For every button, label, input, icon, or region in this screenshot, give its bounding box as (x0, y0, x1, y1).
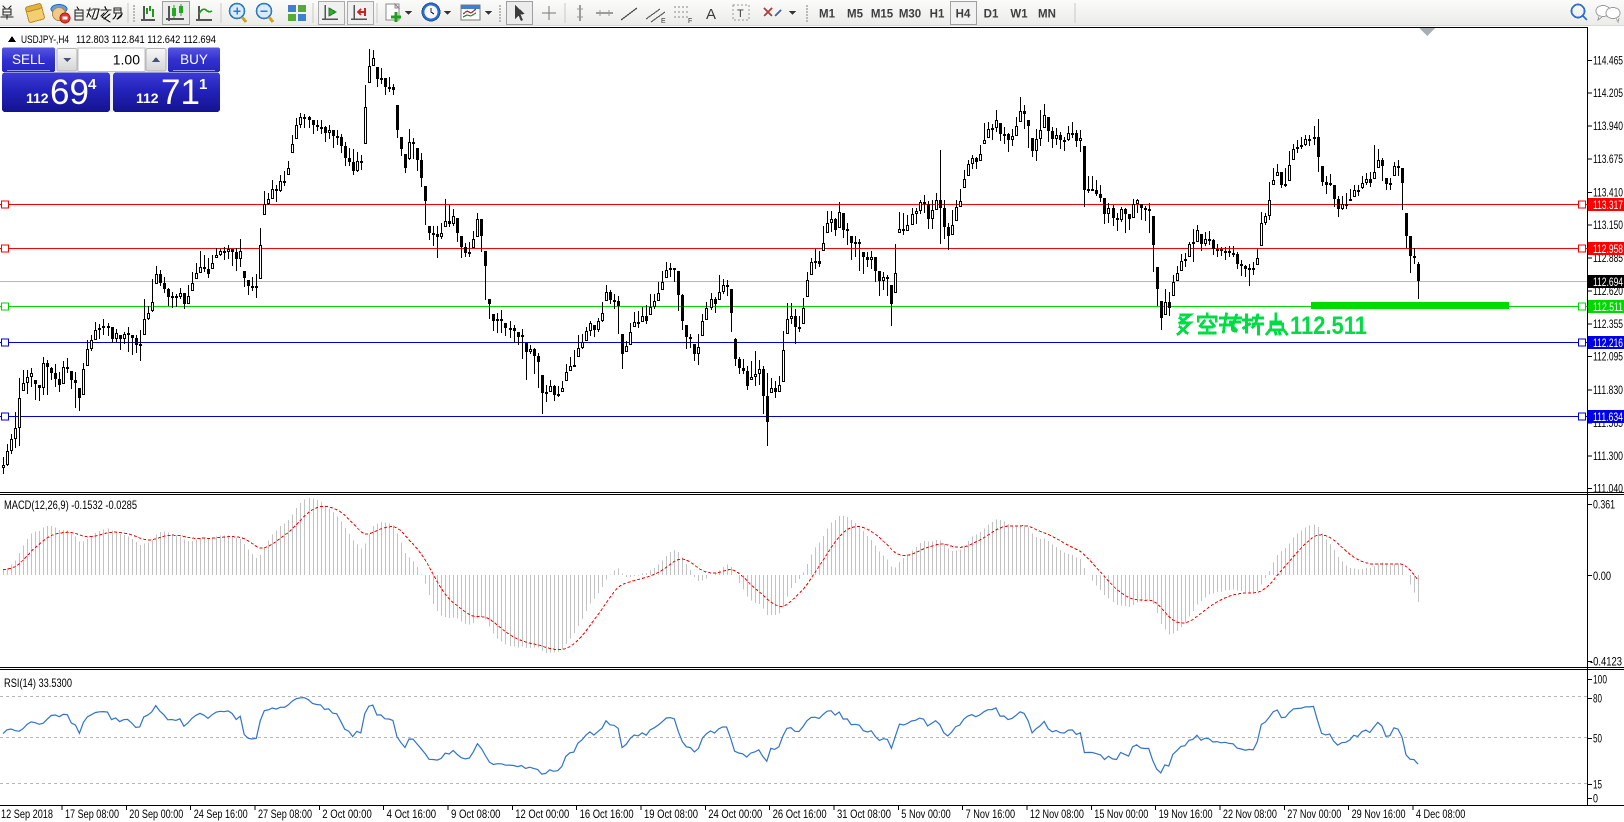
svg-text:1: 1 (199, 76, 207, 93)
svg-text:E: E (661, 18, 666, 25)
svg-text:112: 112 (136, 90, 159, 106)
svg-text:M1: M1 (819, 9, 836, 21)
svg-text:RSI(14) 33.5300: RSI(14) 33.5300 (4, 676, 72, 690)
svg-text:112.216: 112.216 (1593, 336, 1623, 350)
svg-text:SELL: SELL (12, 52, 46, 67)
svg-text:19 Nov 16:00: 19 Nov 16:00 (1159, 807, 1213, 821)
svg-text:113.675: 113.675 (1593, 152, 1623, 166)
svg-text:111.634: 111.634 (1593, 410, 1623, 424)
svg-text:24 Oct 00:00: 24 Oct 00:00 (708, 807, 762, 821)
svg-text:80: 80 (1593, 692, 1602, 706)
svg-text:112.694: 112.694 (1593, 275, 1623, 289)
svg-text:17 Sep 08:00: 17 Sep 08:00 (65, 807, 119, 821)
svg-text:4 Dec 08:00: 4 Dec 08:00 (1416, 807, 1466, 821)
svg-text:W1: W1 (1010, 9, 1028, 21)
svg-text:M15: M15 (871, 9, 894, 21)
svg-text:MN: MN (1038, 9, 1056, 21)
svg-text:113.940: 113.940 (1593, 119, 1623, 133)
svg-text:111.300: 111.300 (1593, 449, 1623, 463)
svg-text:MACD(12,26,9) -0.1532 -0.0285: MACD(12,26,9) -0.1532 -0.0285 (4, 498, 137, 512)
svg-text:4: 4 (88, 76, 97, 93)
svg-text:19 Oct 08:00: 19 Oct 08:00 (644, 807, 698, 821)
svg-text:31 Oct 08:00: 31 Oct 08:00 (837, 807, 891, 821)
svg-text:29 Nov 16:00: 29 Nov 16:00 (1352, 807, 1406, 821)
svg-text:T: T (737, 8, 744, 20)
svg-text:12 Oct 00:00: 12 Oct 00:00 (515, 807, 569, 821)
svg-text:26 Oct 16:00: 26 Oct 16:00 (773, 807, 827, 821)
svg-text:USDJPY-,H4: USDJPY-,H4 (21, 34, 69, 46)
svg-text:111.040: 111.040 (1593, 482, 1623, 496)
svg-text:0.361: 0.361 (1593, 498, 1615, 512)
svg-text:H4: H4 (956, 9, 971, 21)
svg-text:4 Oct 16:00: 4 Oct 16:00 (387, 807, 437, 821)
svg-text:112.958: 112.958 (1593, 242, 1623, 256)
svg-text:M5: M5 (847, 9, 864, 21)
svg-text:12 Sep 2018: 12 Sep 2018 (1, 807, 53, 821)
svg-text:113.150: 113.150 (1593, 218, 1623, 232)
svg-text:112.803 112.841 112.642 112.69: 112.803 112.841 112.642 112.694 (76, 34, 216, 46)
svg-text:0: 0 (1593, 792, 1598, 806)
svg-text:0.00: 0.00 (1593, 569, 1611, 583)
svg-text:7 Nov 16:00: 7 Nov 16:00 (966, 807, 1016, 821)
svg-text:112: 112 (26, 90, 49, 106)
svg-text:22 Nov 08:00: 22 Nov 08:00 (1223, 807, 1277, 821)
svg-text:M30: M30 (899, 9, 921, 21)
svg-text:15: 15 (1593, 778, 1602, 792)
svg-text:F: F (688, 18, 692, 25)
svg-text:12 Nov 08:00: 12 Nov 08:00 (1030, 807, 1084, 821)
svg-text:69: 69 (50, 73, 89, 112)
svg-text:27 Nov 00:00: 27 Nov 00:00 (1287, 807, 1341, 821)
svg-text:113.410: 113.410 (1593, 185, 1623, 199)
svg-text:D1: D1 (984, 9, 999, 21)
svg-text:2 Oct 00:00: 2 Oct 00:00 (322, 807, 372, 821)
svg-text:112.355: 112.355 (1593, 317, 1623, 331)
svg-text:71: 71 (161, 73, 200, 112)
svg-text:113.317: 113.317 (1593, 198, 1623, 212)
svg-text:112.511: 112.511 (1593, 300, 1623, 314)
svg-text:27 Sep 08:00: 27 Sep 08:00 (258, 807, 312, 821)
svg-text:9 Oct 08:00: 9 Oct 08:00 (451, 807, 501, 821)
svg-text:112.095: 112.095 (1593, 350, 1623, 364)
svg-text:20 Sep 00:00: 20 Sep 00:00 (129, 807, 183, 821)
svg-text:16 Oct 16:00: 16 Oct 16:00 (580, 807, 634, 821)
svg-text:15 Nov 00:00: 15 Nov 00:00 (1094, 807, 1148, 821)
svg-text:24 Sep 16:00: 24 Sep 16:00 (194, 807, 248, 821)
svg-text:A: A (706, 6, 716, 23)
svg-text:BUY: BUY (180, 52, 208, 67)
svg-text:100: 100 (1593, 673, 1607, 687)
svg-text:50: 50 (1593, 732, 1602, 746)
svg-text:114.205: 114.205 (1593, 86, 1623, 100)
svg-text:5 Nov 00:00: 5 Nov 00:00 (901, 807, 951, 821)
svg-text:-0.4123: -0.4123 (1590, 655, 1622, 669)
svg-text:111.830: 111.830 (1593, 383, 1623, 397)
svg-text:H1: H1 (930, 9, 945, 21)
svg-text:1.00: 1.00 (113, 52, 140, 68)
svg-text:112.511: 112.511 (1290, 312, 1367, 340)
svg-text:114.465: 114.465 (1593, 54, 1623, 68)
